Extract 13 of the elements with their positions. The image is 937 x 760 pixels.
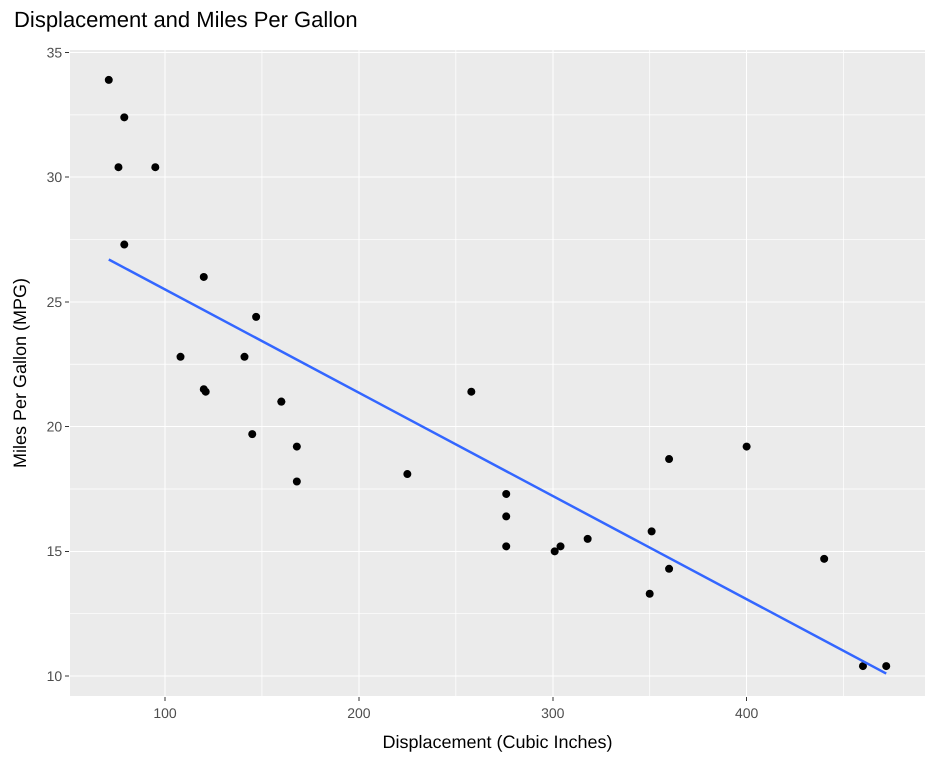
x-tick-label: 200 bbox=[347, 704, 371, 721]
y-axis-title: Miles Per Gallon (MPG) bbox=[10, 278, 30, 468]
y-tick-label: 35 bbox=[46, 44, 62, 60]
y-tick-label: 20 bbox=[46, 418, 62, 435]
y-tick-label: 10 bbox=[46, 668, 62, 684]
x-tick-label: 400 bbox=[734, 704, 759, 721]
x-axis-title: Displacement (Cubic Inches) bbox=[382, 732, 613, 752]
x-tick-label: 300 bbox=[541, 704, 565, 721]
y-tick-label: 25 bbox=[46, 294, 62, 310]
x-tick-label: 100 bbox=[153, 704, 177, 721]
chart-title: Displacement and Miles Per Gallon bbox=[14, 6, 358, 32]
y-tick-label: 15 bbox=[46, 543, 62, 560]
y-tick-label: 30 bbox=[46, 169, 62, 186]
